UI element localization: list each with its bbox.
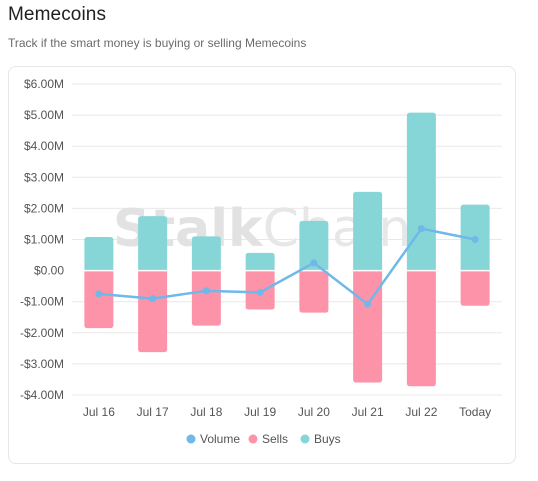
volume-point[interactable] <box>417 225 425 233</box>
page-subtitle: Track if the smart money is buying or se… <box>8 36 307 50</box>
y-tick-label: $6.00M <box>24 77 64 91</box>
y-tick-label: $0.00 <box>34 264 64 278</box>
volume-point[interactable] <box>202 287 210 295</box>
y-tick-label: -$3.00M <box>20 357 64 371</box>
buys-bar[interactable] <box>299 220 329 271</box>
legend-marker[interactable] <box>186 434 196 444</box>
sells-bar[interactable] <box>353 270 383 383</box>
sells-bar[interactable] <box>191 270 221 326</box>
x-tick-label: Jul 19 <box>244 405 276 419</box>
bars <box>72 112 502 387</box>
legend: Volume Sells Buys <box>186 432 341 446</box>
y-axis-labels: $6.00M $5.00M $4.00M $3.00M $2.00M $1.00M $0.0… <box>20 77 64 402</box>
watermark-text: StalkChain <box>113 199 411 259</box>
sells-bar[interactable] <box>299 270 329 313</box>
sells-bar[interactable] <box>138 270 168 353</box>
x-tick-label: Jul 22 <box>405 405 437 419</box>
volume-line-path <box>98 227 476 306</box>
sells-bar[interactable] <box>460 270 490 306</box>
legend-label[interactable]: Buys <box>314 432 341 446</box>
volume-point[interactable] <box>149 295 157 303</box>
volume-point[interactable] <box>95 290 103 298</box>
volume-point[interactable] <box>310 259 318 267</box>
sells-bar[interactable] <box>84 270 114 329</box>
buys-bar[interactable] <box>353 191 383 271</box>
y-tick-label: $5.00M <box>24 108 64 122</box>
sells-bar[interactable] <box>406 270 436 387</box>
y-tick-label: -$1.00M <box>20 295 64 309</box>
page-title: Memecoins <box>8 4 107 25</box>
x-tick-label: Jul 16 <box>83 405 115 419</box>
buys-bar[interactable] <box>191 236 221 271</box>
buys-bar[interactable] <box>406 112 436 271</box>
y-tick-label: -$2.00M <box>20 326 64 340</box>
legend-label[interactable]: Volume <box>200 432 240 446</box>
volume-line <box>95 225 479 308</box>
volume-point[interactable] <box>471 236 479 243</box>
volume-point[interactable] <box>364 300 372 308</box>
y-tick-label: $2.00M <box>24 201 64 215</box>
x-tick-label: Jul 21 <box>352 405 384 419</box>
buys-bar[interactable] <box>138 216 168 271</box>
y-tick-label: $4.00M <box>24 139 64 153</box>
x-tick-label: Jul 20 <box>298 405 330 419</box>
buys-bar[interactable] <box>84 237 114 271</box>
y-tick-label: -$4.00M <box>20 388 64 402</box>
legend-label[interactable]: Sells <box>262 432 288 446</box>
legend-marker[interactable] <box>248 434 258 444</box>
x-tick-label: Today <box>459 405 491 419</box>
watermark: StalkChain <box>113 199 411 259</box>
legend-marker[interactable] <box>300 434 310 444</box>
y-tick-label: $1.00M <box>24 233 64 247</box>
buys-bar[interactable] <box>245 252 275 271</box>
x-tick-label: Jul 17 <box>137 405 169 419</box>
x-tick-label: Jul 18 <box>190 405 222 419</box>
volume-point[interactable] <box>256 288 264 296</box>
x-axis-labels: Jul 16 Jul 17 Jul 18 Jul 19 Jul 20 Jul 21 Jul … <box>83 405 491 419</box>
y-tick-label: $3.00M <box>24 170 64 184</box>
